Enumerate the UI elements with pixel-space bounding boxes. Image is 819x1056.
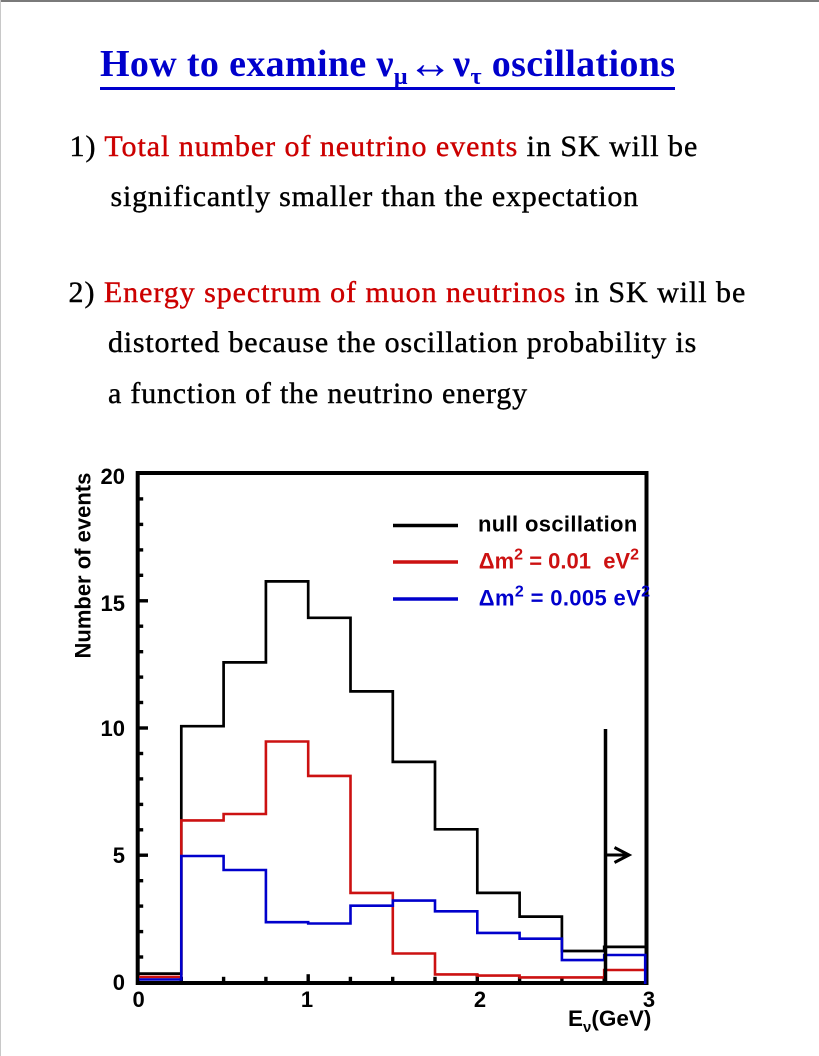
svg-text:0: 0 xyxy=(132,987,144,1012)
svg-text:null oscillation: null oscillation xyxy=(478,512,638,537)
svg-text:5: 5 xyxy=(113,843,125,868)
svg-text:Number of events: Number of events xyxy=(71,473,96,659)
svg-text:3: 3 xyxy=(643,987,655,1012)
svg-text:Δm2 = 0.005 eV2: Δm2 = 0.005 eV2 xyxy=(479,584,651,611)
svg-text:10: 10 xyxy=(101,716,125,741)
svg-text:Eν(GeV): Eν(GeV) xyxy=(568,1006,651,1036)
svg-text:2: 2 xyxy=(474,987,486,1012)
svg-text:0: 0 xyxy=(113,970,125,995)
svg-text:15: 15 xyxy=(101,591,125,616)
svg-text:20: 20 xyxy=(101,464,125,489)
svg-text:Δm2 = 0.01 eV2: Δm2 = 0.01 eV2 xyxy=(479,547,639,574)
svg-text:1: 1 xyxy=(301,987,313,1012)
